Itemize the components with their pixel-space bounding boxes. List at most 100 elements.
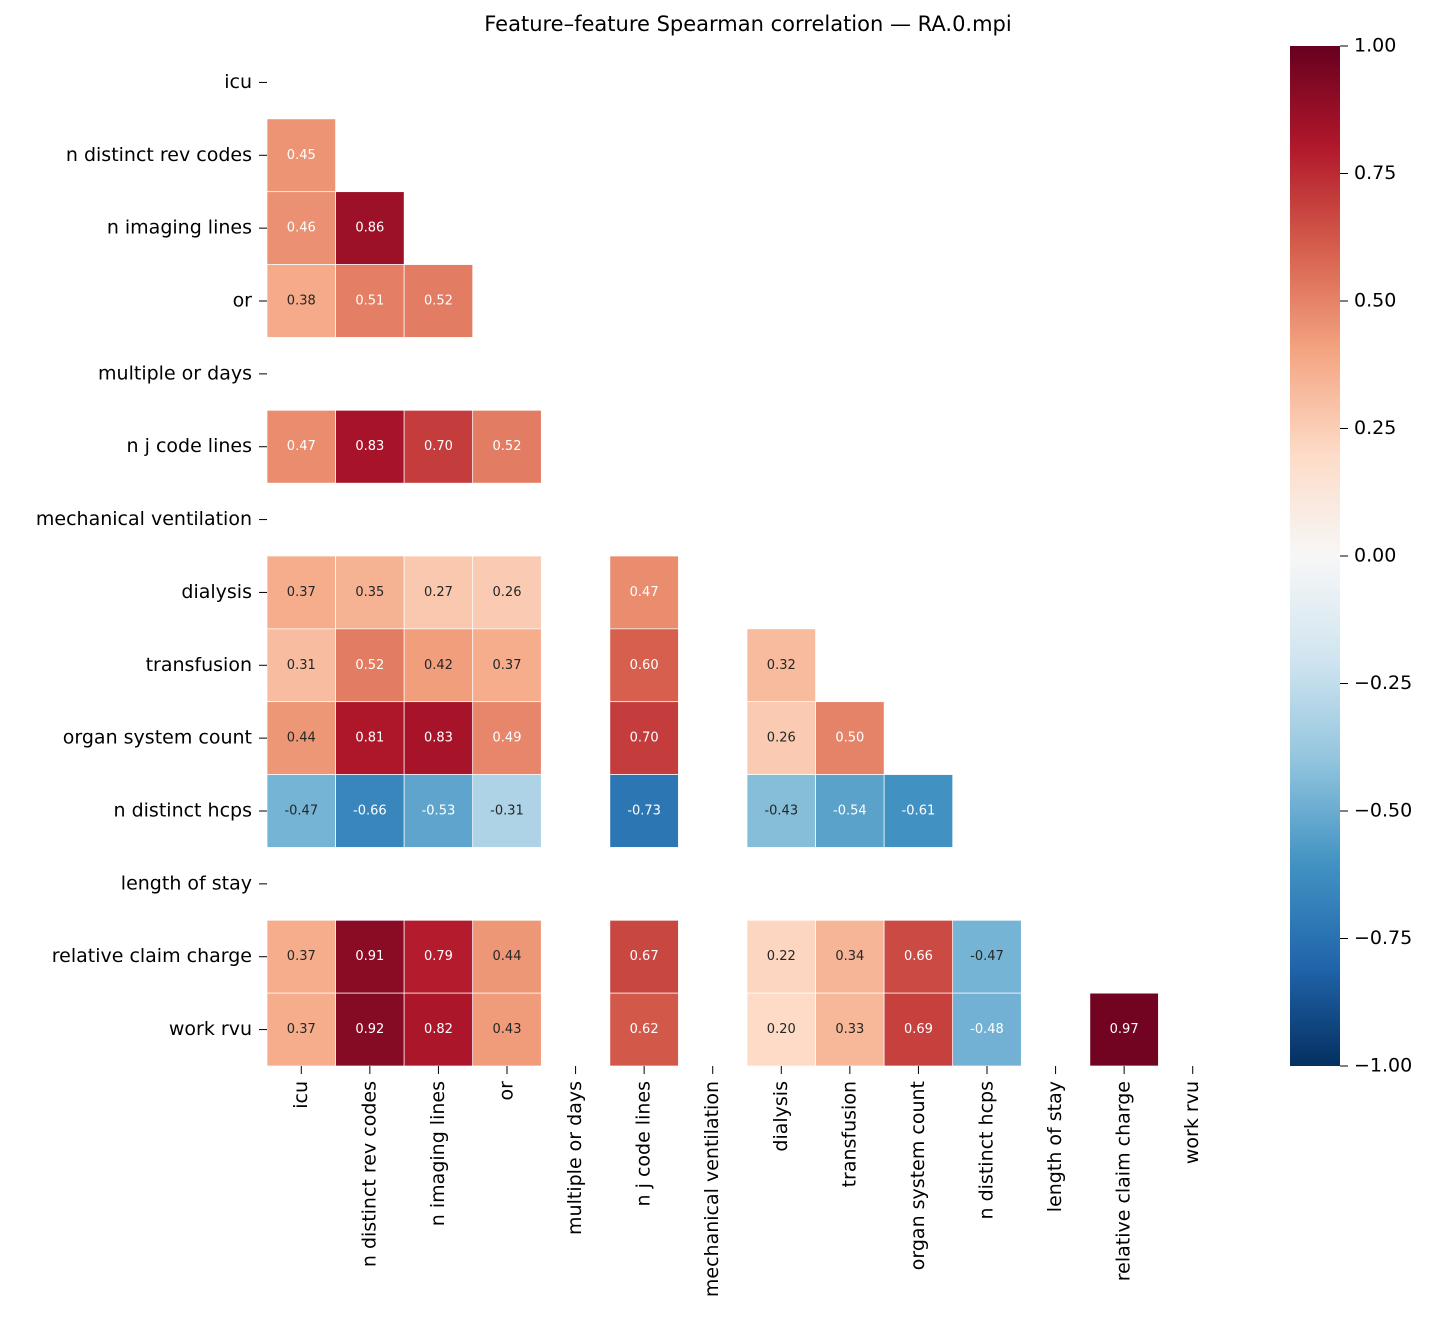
heatmap-cell <box>335 191 405 265</box>
heatmap-cell <box>266 919 336 994</box>
heatmap-cell <box>335 409 405 484</box>
heatmap-cell <box>1089 992 1159 1067</box>
x-tick-label: mechanical ventilation <box>701 1081 723 1297</box>
y-tick-label: relative claim charge <box>52 945 252 967</box>
cell-label: 0.31 <box>287 658 316 673</box>
cell-label: 0.37 <box>287 585 316 600</box>
heatmap-cell <box>266 191 336 265</box>
heatmap-cell <box>609 992 679 1067</box>
heatmap-cell <box>746 628 816 703</box>
x-tick-label: n j code lines <box>633 1081 655 1206</box>
chart-title: Feature–feature Spearman correlation — R… <box>484 12 1011 36</box>
cell-label: 0.67 <box>630 949 659 964</box>
cell-label: -0.73 <box>627 804 661 819</box>
cell-label: 0.97 <box>1110 1022 1139 1037</box>
cell-label: 0.47 <box>287 439 316 454</box>
y-tick-label: transfusion <box>146 654 252 676</box>
cell-label: 0.37 <box>493 658 522 673</box>
heatmap-cell <box>472 409 542 484</box>
heatmap-cell <box>335 992 405 1067</box>
cell-label: 0.62 <box>630 1022 659 1037</box>
heatmap-cell <box>335 555 405 630</box>
colorbar-tick-label: −0.50 <box>1354 800 1412 822</box>
heatmap-cell <box>883 774 954 848</box>
y-tick-label: dialysis <box>181 581 252 603</box>
x-tick-label: transfusion <box>838 1081 860 1187</box>
colorbar-tick-label: −0.25 <box>1354 672 1412 694</box>
x-tick-label: icu <box>290 1081 312 1109</box>
heatmap-cell <box>609 774 679 848</box>
heatmap-cell <box>266 118 336 193</box>
x-tick-label: n imaging lines <box>427 1081 449 1226</box>
heatmap-cell <box>472 628 542 703</box>
cell-label: 0.66 <box>904 949 933 964</box>
cell-label: 0.83 <box>355 439 384 454</box>
cell-label: -0.53 <box>422 804 456 819</box>
heatmap-cell <box>815 701 885 775</box>
heatmap-cell <box>746 919 816 994</box>
colorbar-tick-label: 1.00 <box>1354 35 1396 57</box>
cell-label: 0.81 <box>355 731 384 746</box>
cell-label: 0.27 <box>424 585 453 600</box>
y-tick-label: n distinct hcps <box>114 800 252 822</box>
heatmap-cell <box>266 409 336 484</box>
cell-label: 0.51 <box>355 294 384 309</box>
heatmap-cell <box>609 555 679 630</box>
cell-label: 0.70 <box>630 731 659 746</box>
heatmap-cell <box>746 992 816 1067</box>
cell-label: 0.47 <box>630 585 659 600</box>
heatmap-cell <box>403 628 474 703</box>
cell-label: -0.47 <box>284 804 318 819</box>
cell-label: 0.37 <box>287 949 316 964</box>
heatmap-cell <box>403 409 474 484</box>
cell-label: 0.70 <box>424 439 453 454</box>
heatmap-cell <box>609 628 679 703</box>
cell-label: 0.44 <box>287 731 316 746</box>
heatmap-cell <box>403 992 474 1067</box>
y-tick-label: organ system count <box>63 727 252 749</box>
heatmap-cell <box>815 919 885 994</box>
cell-label: -0.54 <box>833 804 867 819</box>
colorbar-tick-label: 0.00 <box>1354 545 1396 567</box>
cell-label: 0.43 <box>493 1022 522 1037</box>
cell-label: 0.33 <box>835 1022 864 1037</box>
cell-label: 0.49 <box>493 731 522 746</box>
heatmap-cell <box>403 264 474 338</box>
cell-label: 0.82 <box>424 1022 453 1037</box>
heatmap-cell <box>746 701 816 775</box>
heatmap-cell <box>472 919 542 994</box>
heatmap-cell <box>266 701 336 775</box>
cell-label: -0.66 <box>353 804 387 819</box>
cell-label: 0.42 <box>424 658 453 673</box>
cell-label: 0.91 <box>355 949 384 964</box>
heatmap-cell <box>266 264 336 338</box>
heatmap-cell <box>472 701 542 775</box>
heatmap-cell <box>472 774 542 848</box>
heatmap-cell <box>952 919 1022 994</box>
heatmap-cell <box>403 555 474 630</box>
heatmap-cell <box>403 919 474 994</box>
x-tick-label: organ system count <box>907 1081 929 1270</box>
cell-label: 0.50 <box>835 731 864 746</box>
y-tick-label: icu <box>224 71 252 93</box>
colorbar <box>1290 46 1340 1066</box>
cell-label: 0.52 <box>424 294 453 309</box>
x-tick-label: multiple or days <box>564 1081 586 1235</box>
y-tick-label: multiple or days <box>98 362 252 384</box>
y-tick-label: mechanical ventilation <box>36 508 252 530</box>
y-tick-label: work rvu <box>169 1018 252 1040</box>
heatmap-cell <box>335 919 405 994</box>
y-tick-label: n j code lines <box>127 435 252 457</box>
colorbar-tick-label: −1.00 <box>1354 1055 1412 1077</box>
cell-label: -0.31 <box>490 804 524 819</box>
cell-label: -0.43 <box>764 804 798 819</box>
cell-label: -0.48 <box>970 1022 1004 1037</box>
heatmap-cell <box>335 701 405 775</box>
heatmap-cell <box>266 774 336 848</box>
cell-label: 0.26 <box>767 731 796 746</box>
y-tick-label: n imaging lines <box>107 217 252 239</box>
cell-label: 0.26 <box>493 585 522 600</box>
cell-label: -0.47 <box>970 949 1004 964</box>
heatmap-cell <box>335 628 405 703</box>
cell-label: 0.52 <box>493 439 522 454</box>
